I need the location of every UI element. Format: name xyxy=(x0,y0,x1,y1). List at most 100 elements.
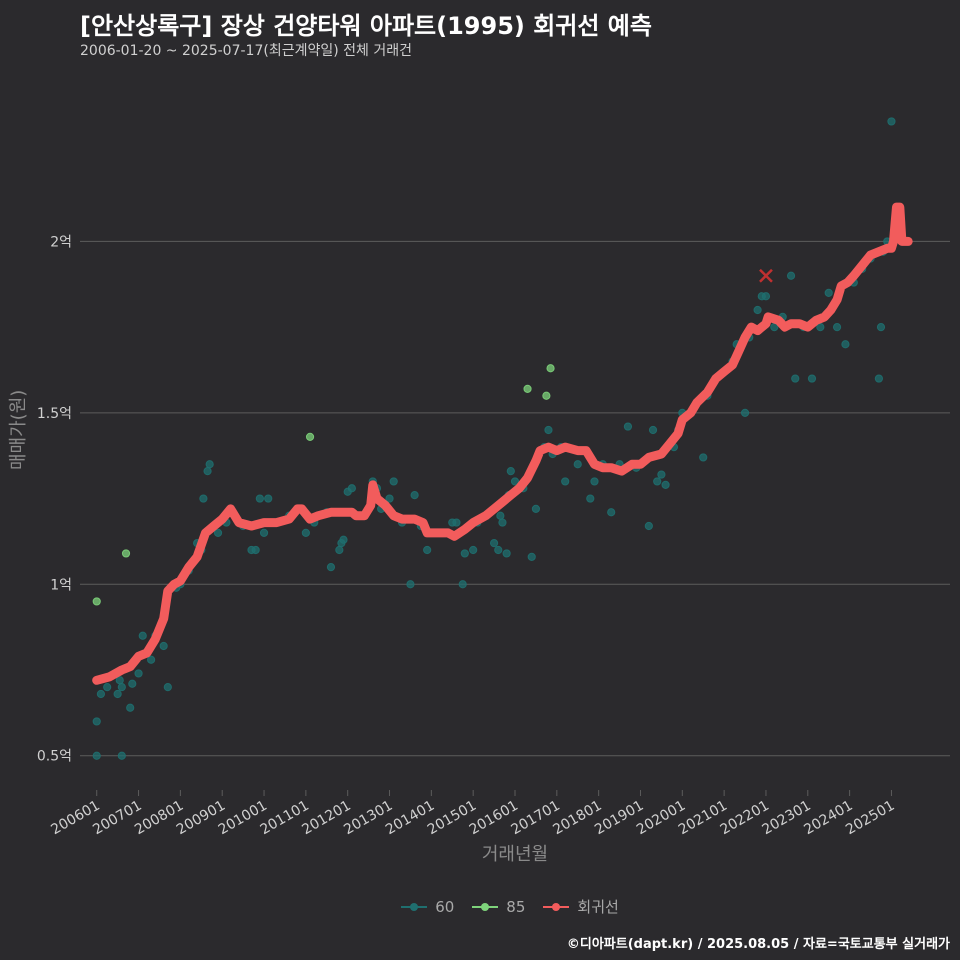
scatter-point-60 xyxy=(644,521,653,531)
scatter-point-85 xyxy=(92,597,101,606)
scatter-point-60 xyxy=(113,689,122,699)
regression-line xyxy=(92,202,913,685)
scatter-point-60 xyxy=(115,676,124,685)
legend-item-regression: 회귀선 xyxy=(543,896,619,917)
scatter-point-85 xyxy=(121,549,131,558)
scatter-point-60 xyxy=(264,494,273,503)
scatter-point-60 xyxy=(301,528,310,537)
scatter-point-60 xyxy=(502,549,511,558)
scatter-point-60 xyxy=(661,480,670,489)
legend-item-60: 60 xyxy=(401,896,454,917)
scatter-point-60 xyxy=(423,545,432,555)
scatter-point-60 xyxy=(876,323,886,332)
y-tick-label: 0.5억 xyxy=(37,749,72,765)
scatter-point-60 xyxy=(103,683,112,692)
scatter-point-60 xyxy=(163,683,172,692)
scatter-point-60 xyxy=(205,460,214,469)
scatter-point-60 xyxy=(506,467,515,476)
y-axis-label: 매매가(원) xyxy=(8,389,29,470)
scatter-point-60 xyxy=(389,477,398,486)
scatter-point-60 xyxy=(458,580,467,589)
scatter-point-60 xyxy=(326,563,336,572)
scatter-point-60 xyxy=(753,305,762,315)
scatter-point-60 xyxy=(159,641,168,651)
scatter-point-60 xyxy=(494,545,503,555)
grid-layer xyxy=(80,240,950,757)
scatter-point-60 xyxy=(573,460,582,469)
x-axis-label: 거래년월 xyxy=(481,844,549,865)
scatter-point-60 xyxy=(117,751,126,760)
scatter-point-60 xyxy=(791,374,800,383)
scatter-point-60 xyxy=(824,288,833,297)
scatter-point-60 xyxy=(623,422,633,431)
scatter-point-60 xyxy=(832,323,842,332)
scatter-point-60 xyxy=(128,679,137,688)
y-tick-label: 2억 xyxy=(50,234,72,250)
scatter-point-60 xyxy=(460,549,469,558)
scatter-point-60 xyxy=(590,477,599,486)
scatter-point-60 xyxy=(147,655,156,664)
scatter-point-60 xyxy=(134,669,143,678)
scatter-point-60 xyxy=(531,504,541,513)
legend: 60 85 회귀선 xyxy=(0,896,960,917)
scatter-point-60 xyxy=(96,689,106,699)
legend-label-60: 60 xyxy=(435,897,455,916)
scatter-point-60 xyxy=(259,528,269,537)
scatter-point-60 xyxy=(489,539,499,548)
scatter-point-60 xyxy=(92,717,101,726)
legend-label-regression: 회귀선 xyxy=(577,898,619,916)
scatter-point-60 xyxy=(561,477,570,486)
scatter-point-60 xyxy=(807,374,817,383)
scatter-point-60 xyxy=(385,494,394,503)
scatter-point-60 xyxy=(544,425,553,435)
scatter-point-60 xyxy=(335,545,344,555)
chart-title: [안산상록구] 장상 건양타워 아파트(1995) 회귀선 예측 xyxy=(80,12,652,40)
scatter-point-60 xyxy=(586,494,595,503)
scatter-point-60 xyxy=(255,494,264,503)
legend-key-regression xyxy=(543,900,570,914)
y-tick-label: 1.5억 xyxy=(37,406,72,422)
source-caption: ©디아파트(dapt.kr) / 2025.08.05 / 자료=국토교통부 실… xyxy=(566,937,950,952)
marker-layer xyxy=(759,268,773,283)
legend-key-85 xyxy=(472,900,499,914)
scatter-point-85 xyxy=(542,391,551,400)
scatter-point-60 xyxy=(648,425,658,435)
scatter-point-60 xyxy=(410,491,419,500)
legend-item-85: 85 xyxy=(472,896,525,917)
x-axis-ticks: 2006012007012008012009012010012011012012… xyxy=(48,790,897,838)
chart-subtitle: 2006-01-20 ~ 2025-07-17(최근계약일) 전체 거래건 xyxy=(80,43,412,59)
scatter-point-60 xyxy=(469,545,478,555)
legend-label-85: 85 xyxy=(506,897,526,916)
scatter-point-85 xyxy=(546,364,555,373)
scatter-point-60 xyxy=(740,408,750,417)
scatter-point-60 xyxy=(816,323,825,332)
scatter-point-60 xyxy=(607,508,616,517)
scatter-point-85 xyxy=(523,384,532,393)
y-axis-ticks: 0.5억 1억 1.5억 2억 xyxy=(37,234,72,764)
legend-key-60 xyxy=(401,900,428,914)
scatter-point-60 xyxy=(213,528,223,537)
scatter-point-60 xyxy=(699,453,708,462)
scatter-point-60 xyxy=(203,467,212,476)
scatter-point-60 xyxy=(339,535,348,544)
scatter-point-60 xyxy=(657,470,666,479)
scatter-point-60 xyxy=(496,511,505,520)
scatter-point-60 xyxy=(251,545,260,555)
regression-layer xyxy=(92,202,913,685)
scatter-point-60 xyxy=(841,340,850,349)
scatter-point-60 xyxy=(761,292,771,301)
scatter-point-60 xyxy=(498,518,507,527)
cancelled-deal-marker xyxy=(759,268,773,283)
y-tick-label: 1억 xyxy=(50,577,72,593)
scatter-point-60 xyxy=(527,552,536,561)
scatter-point-60 xyxy=(406,580,415,589)
scatter-point-60 xyxy=(117,683,126,692)
scatter-point-60 xyxy=(126,703,135,712)
scatter-point-60 xyxy=(786,271,796,280)
scatter-point-60 xyxy=(887,117,896,126)
scatter-point-60 xyxy=(138,631,147,640)
scatter-point-60 xyxy=(347,484,356,493)
scatter-point-85 xyxy=(305,432,315,441)
scatter-point-60 xyxy=(510,477,520,486)
